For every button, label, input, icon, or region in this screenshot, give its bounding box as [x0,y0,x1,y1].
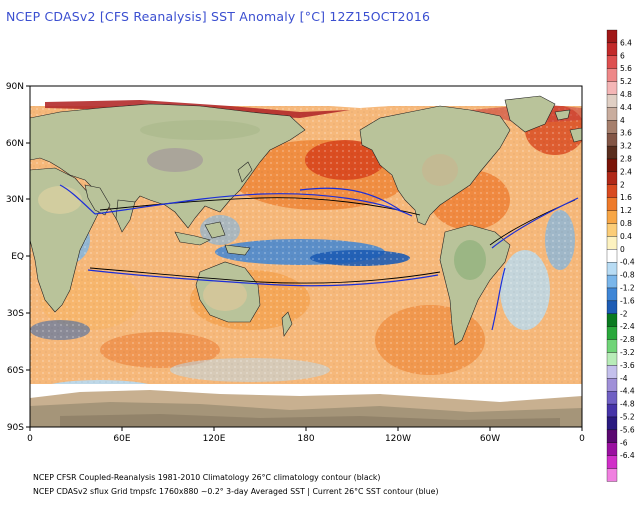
lon-label-0-left: 0 [27,434,33,444]
colorbar-swatch [606,29,618,44]
footer-grid-note: NCEP CDASv2 sflux Grid tmpsfc 1760x880 ~… [33,487,439,496]
colorbar-swatch [606,171,618,185]
colorbar-label: -6.4 [620,451,635,460]
colorbar-swatch [606,81,618,95]
colorbar-swatch [606,352,618,366]
colorbar-swatch [606,55,618,69]
colorbar-swatch [606,236,618,250]
lat-label-eq: EQ [11,252,24,262]
lon-label-120w: 120W [385,434,411,444]
colorbar-swatch [606,365,618,379]
colorbar-label: 0.4 [620,232,632,241]
colorbar-swatch [606,184,618,198]
colorbar-label: 4.8 [620,90,632,99]
colorbar-label: -2.4 [620,322,635,331]
colorbar-swatch [606,339,618,353]
colorbar-label: 6.4 [620,38,632,47]
colorbar-label: -5.6 [620,425,635,434]
colorbar-label: 5.2 [620,77,632,86]
colorbar-label: -0.8 [620,271,635,280]
colorbar-label: 6 [620,51,625,60]
colorbar-swatch [606,133,618,147]
colorbar-swatch [606,313,618,327]
colorbar-swatch [606,274,618,289]
colorbar-label: 1.2 [620,206,632,215]
colorbar-label: -3.2 [620,348,635,357]
colorbar-label: -0.4 [620,258,635,267]
colorbar-swatch [606,429,618,443]
colorbar-label: 2 [620,180,625,189]
tibet-plateau [147,148,203,172]
colorbar-label: -6 [620,438,628,447]
colorbar-swatch [606,120,618,134]
lat-label-90s: 90S [7,423,24,433]
lon-ticks [29,427,583,431]
colorbar-swatch [606,403,618,418]
colorbar-label: 4 [620,116,625,125]
colorbar-swatch [606,300,618,314]
colorbar-label: -1.6 [620,296,635,305]
colorbar-label: 4.4 [620,103,632,112]
colorbar-swatch [606,391,618,405]
colorbar-label: -2 [620,309,628,318]
colorbar-label: 2.8 [620,155,632,164]
lon-label-180: 180 [297,434,314,444]
colorbar-label: 3.6 [620,129,632,138]
colorbar-swatch [606,68,618,82]
colorbar-swatch [606,326,618,340]
lat-label-30n: 30N [6,195,24,205]
colorbar-swatch [606,378,618,392]
colorbar-swatch [606,455,618,469]
colorbar-swatch [606,468,618,482]
colorbar-legend: 6.4 6 5.6 5.2 4.8 4.4 4 3.6 3.2 2.8 2.4 2 1.6 1.2 0.8 0… [606,29,635,482]
colorbar-swatch [606,442,618,456]
colorbar-label: -4.8 [620,400,635,409]
colorbar-label: -2.8 [620,335,635,344]
colorbar-swatch [606,416,618,431]
lon-label-0-right: 0 [579,434,585,444]
colorbar-label: 5.6 [620,64,632,73]
colorbar-label: -4.4 [620,387,635,396]
lat-ticks [26,85,30,428]
colorbar-swatch [606,249,618,263]
greenland-landmass [504,95,556,133]
map-title: NCEP CDASv2 [CFS Reanalysis] SST Anomaly… [6,9,431,24]
footer-climatology-note: NCEP CFSR Coupled-Reanalysis 1981-2010 C… [33,473,381,482]
lat-label-90n: 90N [6,82,24,92]
lat-label-30s: 30S [7,309,24,319]
colorbar-swatch [606,42,618,56]
colorbar-swatch [606,223,618,237]
colorbar-label: 2.4 [620,167,632,176]
colorbar-label: -5.2 [620,413,635,422]
lat-label-60n: 60N [6,139,24,149]
map-panel [30,86,582,427]
current-contour-blue [59,184,579,331]
colorbar-swatch [606,107,618,121]
colorbar-label: 0.8 [620,219,632,228]
lat-label-60s: 60S [7,366,24,376]
colorbar-swatch [606,197,618,211]
colorbar-label: 1.6 [620,193,632,202]
colorbar-swatch [606,158,618,173]
colorbar-label: -1.2 [620,284,635,293]
colorbar-label: -3.6 [620,361,635,370]
colorbar-swatch [606,145,618,160]
colorbar-label: 3.2 [620,142,632,151]
colorbar-label: 0 [620,245,625,254]
lon-label-60e: 60E [113,434,130,444]
colorbar-label: -4 [620,374,628,383]
colorbar-swatch [606,287,618,302]
lon-label-60w: 60W [480,434,500,444]
colorbar-swatch [606,262,618,276]
colorbar-swatch [606,210,618,224]
colorbar-swatch [606,94,618,108]
lon-label-120e: 120E [203,434,226,444]
